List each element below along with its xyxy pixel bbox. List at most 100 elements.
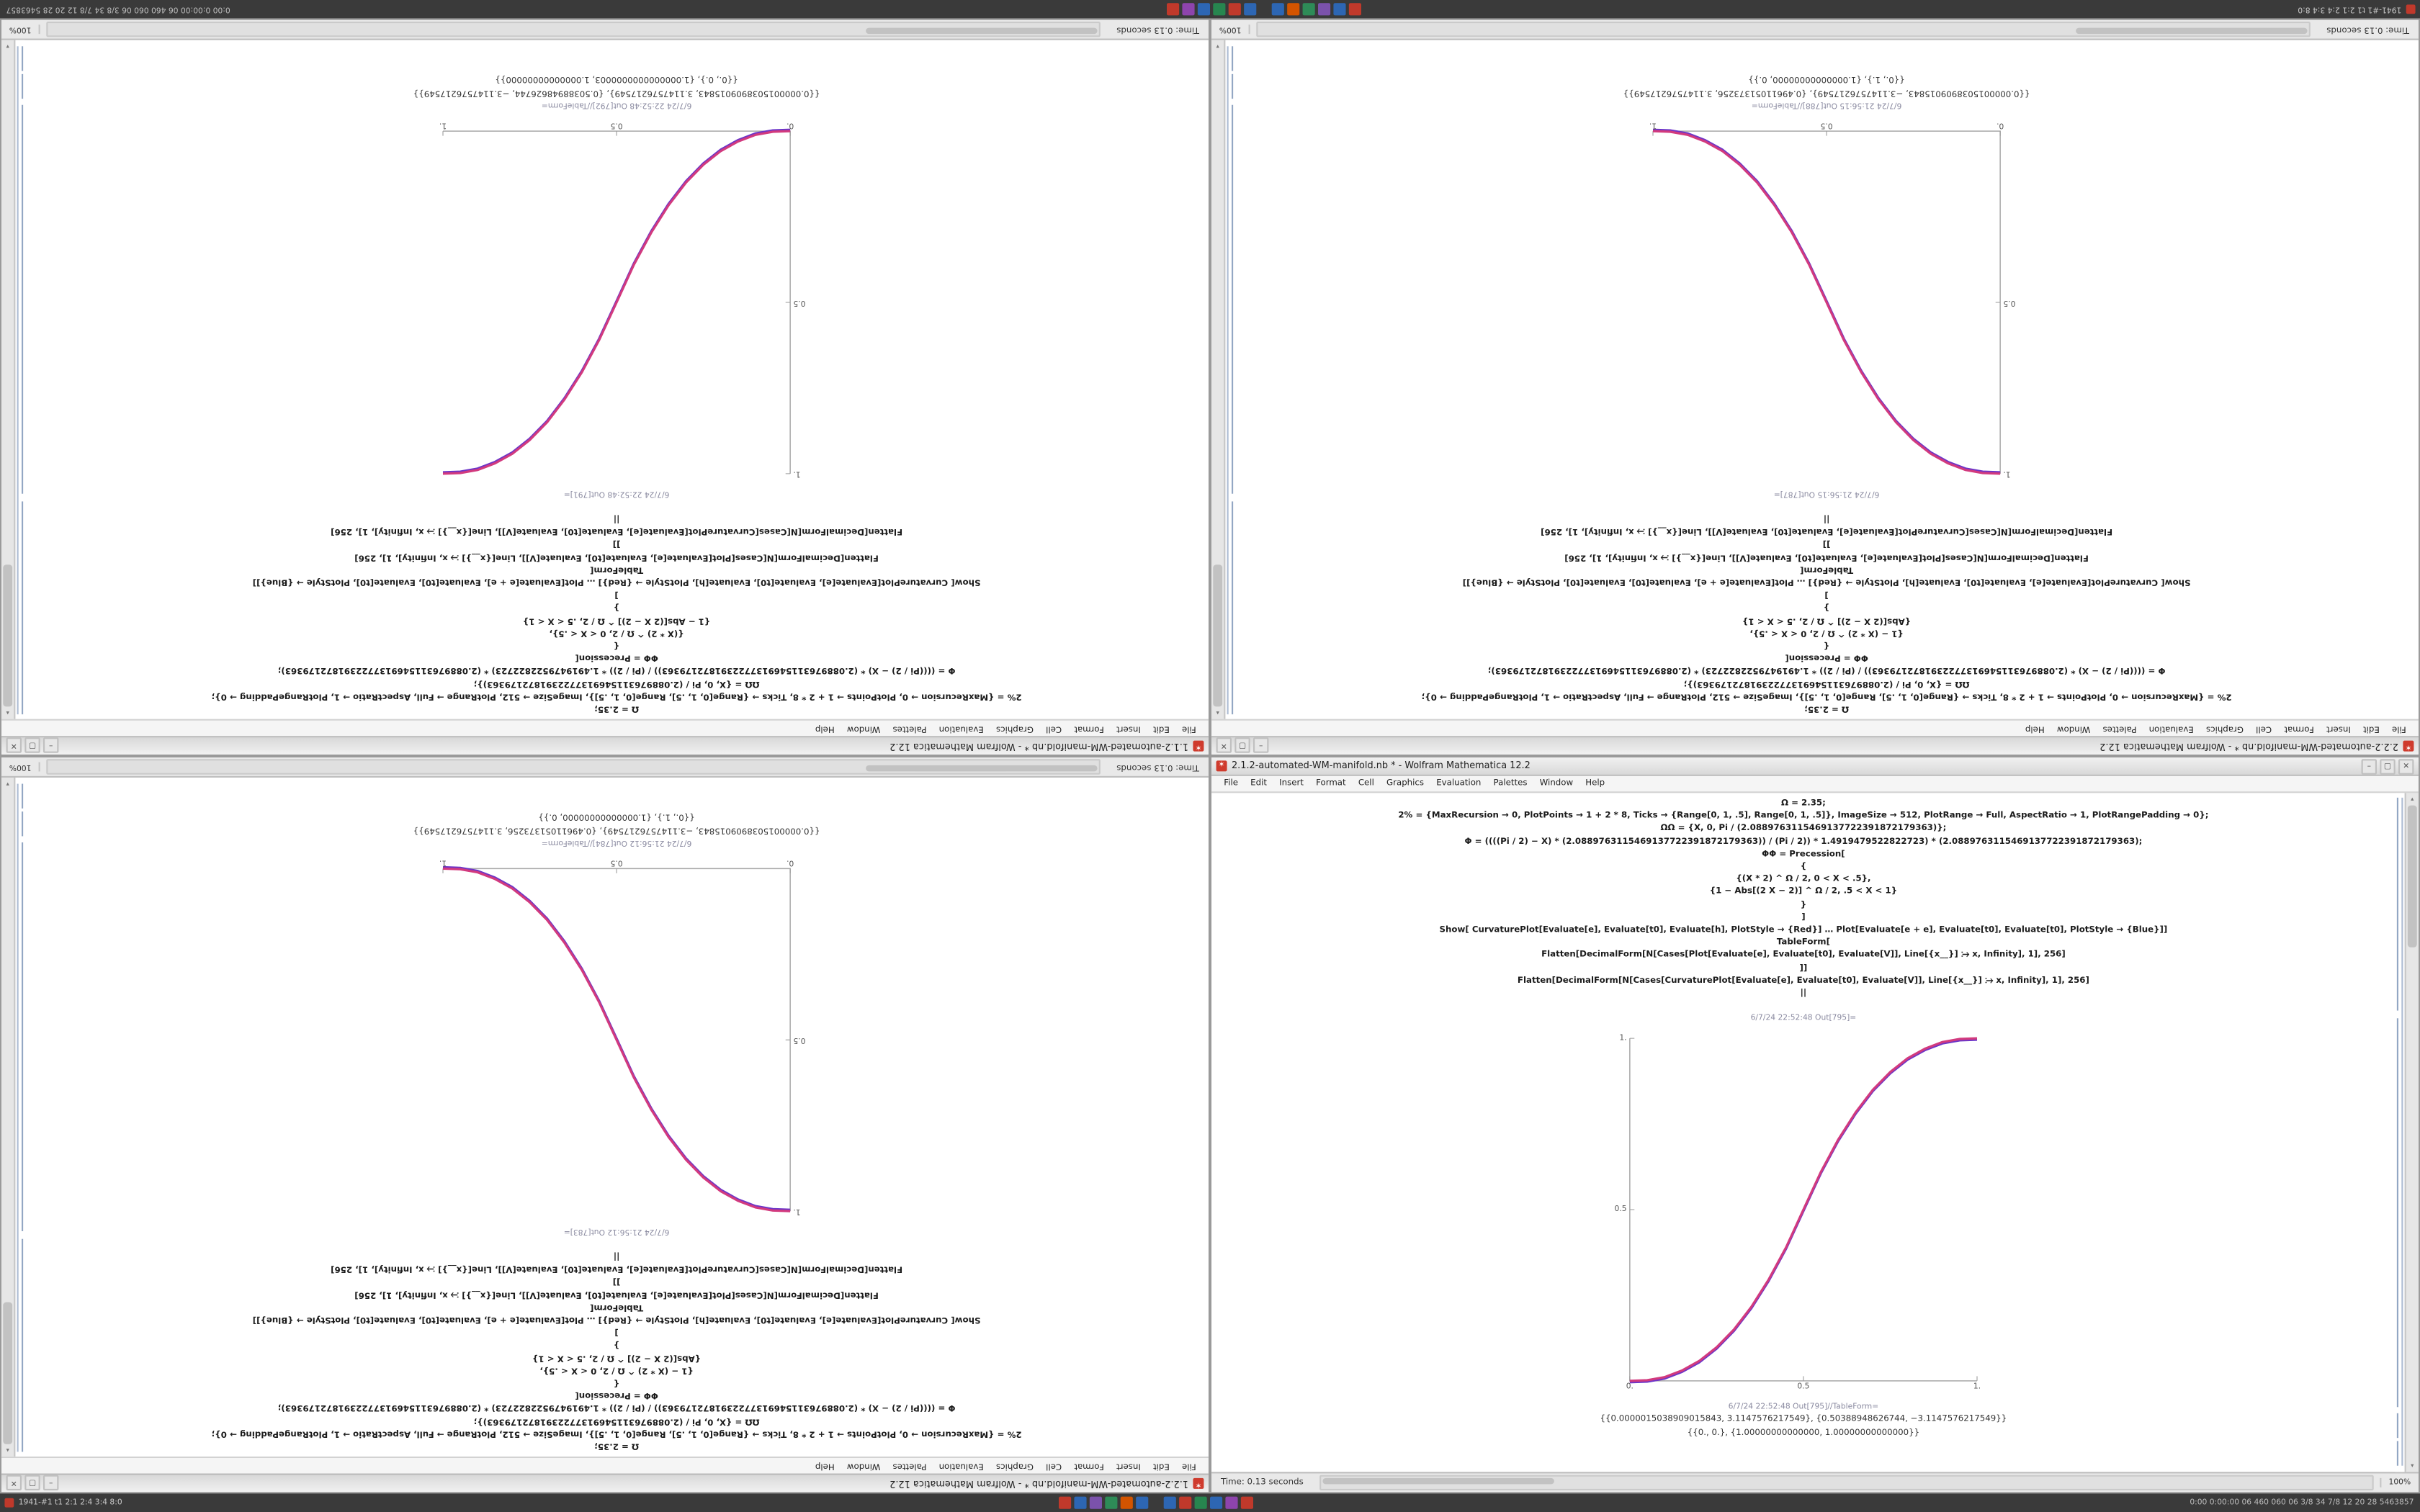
scroll-up-icon[interactable]: ▴ <box>1216 709 1219 718</box>
menu-item-format[interactable]: Format <box>1074 723 1104 733</box>
tray-app-icon[interactable] <box>1302 3 1315 16</box>
scroll-up-icon[interactable]: ▴ <box>6 709 9 718</box>
tray-app-icon[interactable] <box>1197 3 1210 16</box>
menu-item-file[interactable]: File <box>2391 723 2406 733</box>
tray-app-icon[interactable] <box>1120 1496 1133 1509</box>
cell-bracket[interactable] <box>22 501 24 715</box>
scrollbar-thumb[interactable] <box>2407 805 2417 948</box>
menu-item-help[interactable]: Help <box>815 723 835 733</box>
menu-item-file[interactable]: File <box>1224 779 1239 788</box>
zoom-control[interactable]: 100% <box>1 24 41 35</box>
code-line[interactable]: { <box>613 1377 620 1387</box>
window-titlebar[interactable]: ✶ 1.1.2-automated-WM-manifold.nb * - Wol… <box>1 736 1209 755</box>
menu-item-format[interactable]: Format <box>1316 779 1346 788</box>
menu-item-edit[interactable]: Edit <box>2362 723 2380 733</box>
scroll-up-icon[interactable]: ▴ <box>2411 794 2414 803</box>
taskbar-workspaces[interactable]: 1941-#1 t1 2:1 2:4 3:4 8:0 <box>18 1498 122 1508</box>
code-line[interactable]: Flatten[DecimalForm[N[Cases[CurvaturePlo… <box>1517 976 2089 986</box>
code-line[interactable]: ΩΩ = {X, 0, Pi / (2.08897631154691377223… <box>473 678 760 688</box>
cell-bracket[interactable] <box>1232 104 1234 494</box>
cell-bracket[interactable] <box>2396 797 2398 1011</box>
cell-bracket[interactable] <box>22 104 24 494</box>
tray-app-icon[interactable] <box>1059 1496 1072 1509</box>
code-line[interactable]: {1 − (X * 2) ^ Ω / 2, 0 < X < .5}, <box>1749 627 1904 637</box>
code-line[interactable]: Ω = 2.35; <box>594 1441 640 1451</box>
code-line[interactable]: || <box>1800 989 1807 999</box>
vertical-scrollbar[interactable]: ▴ ▾ <box>1 778 16 1457</box>
menu-item-insert[interactable]: Insert <box>2326 723 2351 733</box>
scrollbar-thumb[interactable] <box>2076 27 2308 35</box>
menu-item-palettes[interactable]: Palettes <box>1493 779 1528 788</box>
code-line[interactable]: Φ = ((((Pi / 2) − X) * (2.08897631154691… <box>1487 665 2166 675</box>
code-line[interactable]: ΦΦ = Precession[ <box>1785 652 1868 662</box>
cell-bracket[interactable] <box>22 811 24 837</box>
notebook-content[interactable]: Ω = 2.35; 2% = {MaxRecursion → 0, PlotPoi… <box>24 778 1209 1457</box>
menu-item-evaluation[interactable]: Evaluation <box>938 723 984 733</box>
code-line[interactable]: 2% = {MaxRecursion → 0, PlotPoints → 1 +… <box>211 690 1022 701</box>
menu-item-edit[interactable]: Edit <box>1152 1461 1170 1471</box>
vertical-scrollbar[interactable]: ▴ ▾ <box>1 40 16 719</box>
code-line[interactable]: { <box>1800 862 1807 872</box>
tray-app-icon[interactable] <box>1348 3 1361 16</box>
code-line[interactable]: ΩΩ = {X, 0, Pi / (2.08897631154691377223… <box>1683 678 1970 688</box>
code-line[interactable]: {Abs[(2 X − 2)] ^ Ω / 2, .5 < X < 1} <box>1742 615 1912 624</box>
scroll-down-icon[interactable]: ▾ <box>6 43 9 51</box>
window-titlebar[interactable]: ✶ 2.1.2-automated-WM-manifold.nb * - Wol… <box>1211 757 2419 776</box>
minimize-button[interactable]: – <box>43 738 59 754</box>
menu-item-palettes[interactable]: Palettes <box>2102 723 2137 733</box>
tray-app-icon[interactable] <box>1179 1496 1192 1509</box>
horizontal-scrollbar[interactable] <box>46 759 1101 775</box>
taskbar-menu-icon[interactable] <box>4 1498 14 1508</box>
code-line[interactable]: Flatten[DecimalForm[N[Cases[Plot[Evaluat… <box>1564 552 2089 562</box>
tray-app-icon[interactable] <box>1244 3 1257 16</box>
horizontal-scrollbar[interactable] <box>46 22 1101 37</box>
tray-app-icon[interactable] <box>1163 1496 1176 1509</box>
close-button[interactable]: ✕ <box>1216 738 1232 754</box>
tray-app-icon[interactable] <box>1210 1496 1223 1509</box>
code-line[interactable]: ] <box>614 589 619 599</box>
zoom-control[interactable]: 100% <box>1 762 41 772</box>
scroll-down-icon[interactable]: ▾ <box>6 780 9 788</box>
code-line[interactable]: } <box>613 1339 620 1349</box>
menu-item-evaluation[interactable]: Evaluation <box>938 1461 984 1471</box>
menu-item-palettes[interactable]: Palettes <box>892 723 927 733</box>
menu-item-insert[interactable]: Insert <box>1116 1461 1141 1471</box>
tray-app-icon[interactable] <box>1318 3 1331 16</box>
maximize-button[interactable]: ▢ <box>24 1475 40 1492</box>
cell-bracket[interactable] <box>1232 73 1234 99</box>
tray-app-icon[interactable] <box>1240 1496 1253 1509</box>
menu-item-edit[interactable]: Edit <box>1250 779 1268 788</box>
cell-bracket[interactable] <box>22 46 24 71</box>
notebook-content[interactable]: Ω = 2.35; 2% = {MaxRecursion → 0, PlotPoi… <box>1211 793 2396 1472</box>
cell-group-bracket[interactable] <box>2401 797 2403 1466</box>
menu-item-insert[interactable]: Insert <box>1116 723 1141 733</box>
menu-item-window[interactable]: Window <box>846 1461 881 1471</box>
scrollbar-thumb[interactable] <box>866 27 1098 35</box>
code-line[interactable]: Φ = ((((Pi / 2) − X) * (2.08897631154691… <box>277 665 956 675</box>
code-line[interactable]: Φ = ((((Pi / 2) − X) * (2.08897631154691… <box>277 1403 956 1413</box>
close-button[interactable]: ✕ <box>6 738 22 754</box>
code-line[interactable]: Ω = 2.35; <box>1780 799 1826 809</box>
code-line[interactable]: || <box>613 1251 620 1261</box>
scroll-down-icon[interactable]: ▾ <box>1216 43 1219 51</box>
code-line[interactable]: Show[ CurvaturePlot[Evaluate[e], Evaluat… <box>1439 925 2168 935</box>
code-line[interactable]: {1 − (X * 2) ^ Ω / 2, 0 < X < .5}, <box>539 1364 694 1374</box>
tray-app-icon[interactable] <box>1228 3 1241 16</box>
taskbar-menu-icon[interactable] <box>2406 4 2416 14</box>
window-titlebar[interactable]: ✶ 2.2.2-automated-WM-manifold.nb * - Wol… <box>1211 736 2419 755</box>
menu-item-graphics[interactable]: Graphics <box>995 723 1034 733</box>
menu-item-window[interactable]: Window <box>2056 723 2091 733</box>
code-line[interactable]: {(X * 2) ^ Ω / 2, 0 < X < .5}, <box>549 627 684 637</box>
menu-item-cell[interactable]: Cell <box>1046 723 1062 733</box>
code-line[interactable]: ]] <box>612 1276 621 1286</box>
zoom-control[interactable]: 100% <box>2379 1477 2419 1488</box>
menu-item-help[interactable]: Help <box>815 1461 835 1471</box>
menu-item-graphics[interactable]: Graphics <box>995 1461 1034 1471</box>
scrollbar-thumb[interactable] <box>3 1302 13 1444</box>
tray-app-icon[interactable] <box>1136 1496 1149 1509</box>
code-line[interactable]: 2% = {MaxRecursion → 0, PlotPoints → 1 +… <box>1398 811 2209 822</box>
code-line[interactable]: {(X * 2) ^ Ω / 2, 0 < X < .5}, <box>1736 875 1871 885</box>
tray-app-icon[interactable] <box>1089 1496 1102 1509</box>
code-line[interactable]: Ω = 2.35; <box>594 703 640 713</box>
tray-app-icon[interactable] <box>1074 1496 1087 1509</box>
